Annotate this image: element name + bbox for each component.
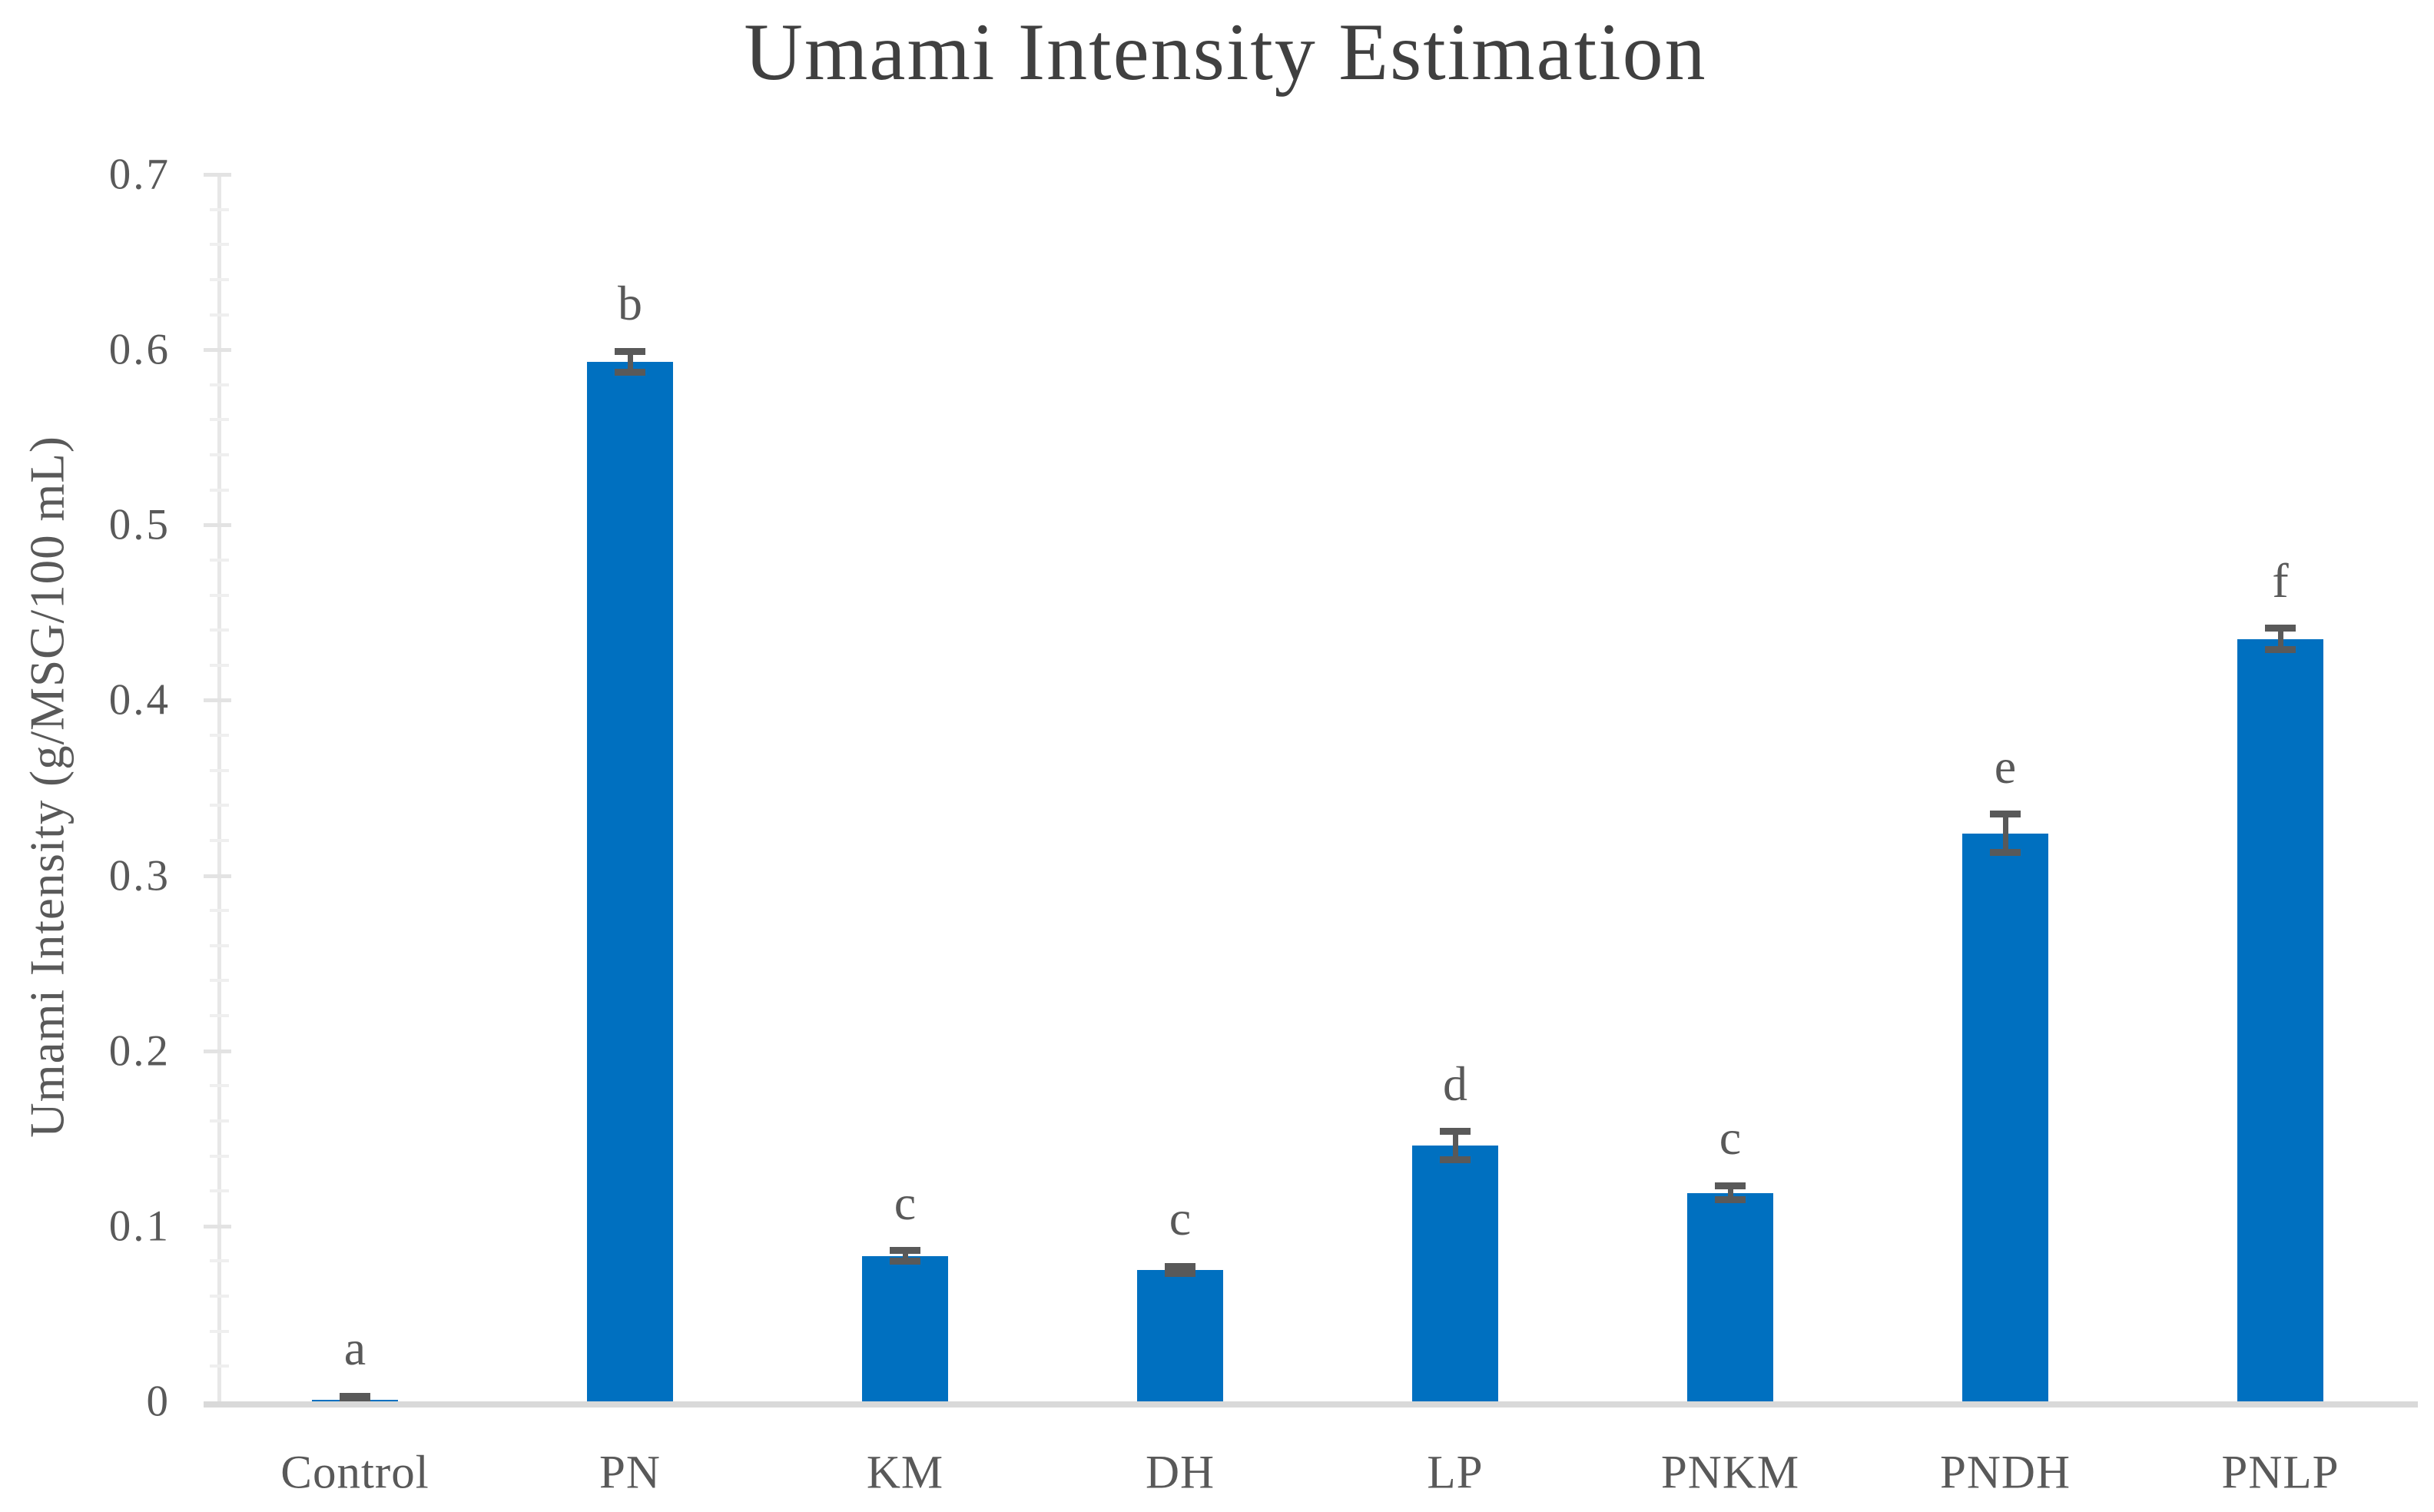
y-major-tick bbox=[204, 173, 231, 177]
y-major-tick bbox=[204, 698, 231, 703]
error-bar-PNKM bbox=[1727, 1185, 1733, 1200]
y-tick-label-0.7: 0.7 bbox=[108, 150, 171, 199]
error-bar-DH bbox=[1177, 1266, 1183, 1274]
y-minor-tick bbox=[210, 1119, 229, 1122]
error-bar-PNDH bbox=[2002, 814, 2008, 853]
y-major-tick bbox=[204, 348, 231, 353]
x-tick-label-PNLP: PNLP bbox=[2221, 1447, 2339, 1499]
y-minor-tick bbox=[210, 1189, 229, 1193]
error-bar-cap-top-PNDH bbox=[1990, 811, 2021, 818]
y-minor-tick bbox=[210, 1084, 229, 1088]
y-minor-tick bbox=[210, 383, 229, 386]
y-major-tick bbox=[204, 523, 231, 528]
y-minor-tick bbox=[210, 838, 229, 842]
x-tick-label-PNDH: PNDH bbox=[1939, 1447, 2071, 1499]
sig-letter-PNDH: e bbox=[1994, 738, 2017, 794]
y-tick-label-0: 0 bbox=[146, 1377, 171, 1426]
bar-PNLP bbox=[2237, 638, 2323, 1401]
y-major-tick bbox=[204, 1224, 231, 1228]
y-tick-label-0.4: 0.4 bbox=[108, 675, 171, 724]
bar-LP bbox=[1412, 1145, 1498, 1401]
y-minor-tick bbox=[210, 734, 229, 738]
error-bar-cap-top-PN bbox=[615, 347, 645, 355]
chart-title: Umami Intensity Estimation bbox=[744, 7, 1707, 97]
x-tick-label-Control: Control bbox=[280, 1447, 429, 1499]
x-axis-line bbox=[204, 1401, 2418, 1408]
bar-PNDH bbox=[1962, 833, 2048, 1401]
y-minor-tick bbox=[210, 313, 229, 317]
y-minor-tick bbox=[210, 1295, 229, 1298]
y-minor-tick bbox=[210, 1154, 229, 1158]
y-tick-label-0.3: 0.3 bbox=[108, 851, 171, 900]
error-bar-cap-bottom-PN bbox=[615, 369, 645, 376]
y-tick-label-0.5: 0.5 bbox=[108, 500, 171, 549]
y-minor-tick bbox=[210, 628, 229, 632]
y-major-tick bbox=[204, 1049, 231, 1053]
error-bar-LP bbox=[1452, 1131, 1458, 1160]
y-minor-tick bbox=[210, 768, 229, 772]
y-tick-label-0.6: 0.6 bbox=[108, 325, 171, 374]
x-tick-label-DH: DH bbox=[1145, 1447, 1215, 1499]
y-minor-tick bbox=[210, 558, 229, 562]
error-bar-cap-bottom-PNDH bbox=[1990, 849, 2021, 857]
error-bar-cap-bottom-LP bbox=[1440, 1156, 1471, 1163]
y-minor-tick bbox=[210, 453, 229, 457]
x-tick-label-LP: LP bbox=[1427, 1447, 1484, 1499]
y-minor-tick bbox=[210, 277, 229, 281]
x-tick-label-PNKM: PNKM bbox=[1660, 1447, 1800, 1499]
error-bar-KM bbox=[902, 1250, 908, 1262]
y-tick-label-0.2: 0.2 bbox=[108, 1026, 171, 1076]
x-tick-label-PN: PN bbox=[599, 1447, 661, 1499]
error-bar-cap-top-DH bbox=[1165, 1262, 1195, 1270]
error-bar-PN bbox=[627, 351, 633, 373]
sig-letter-LP: d bbox=[1443, 1056, 1467, 1111]
sig-letter-PNLP: f bbox=[2272, 552, 2289, 608]
bar-KM bbox=[862, 1255, 948, 1401]
sig-letter-PN: b bbox=[618, 276, 642, 331]
bar-PNKM bbox=[1687, 1192, 1773, 1401]
sig-letter-DH: c bbox=[1169, 1191, 1192, 1246]
error-bar-cap-bottom-DH bbox=[1165, 1269, 1195, 1277]
y-major-tick bbox=[204, 874, 231, 878]
y-minor-tick bbox=[210, 207, 229, 211]
error-bar-cap-bottom-KM bbox=[890, 1257, 920, 1265]
error-bar-cap-top-LP bbox=[1440, 1128, 1471, 1136]
bar-PN bbox=[587, 362, 673, 1401]
y-minor-tick bbox=[210, 243, 229, 247]
y-minor-tick bbox=[210, 663, 229, 667]
error-bar-cap-top-PNLP bbox=[2265, 625, 2296, 632]
y-axis-line bbox=[217, 173, 221, 1401]
x-tick-label-KM: KM bbox=[866, 1447, 944, 1499]
y-minor-tick bbox=[210, 909, 229, 913]
error-bar-PNLP bbox=[2277, 628, 2283, 650]
y-minor-tick bbox=[210, 804, 229, 807]
y-minor-tick bbox=[210, 593, 229, 597]
error-bar-cap-top-PNKM bbox=[1715, 1182, 1746, 1189]
y-tick-label-0.1: 0.1 bbox=[108, 1202, 171, 1251]
bar-DH bbox=[1137, 1269, 1223, 1401]
sig-letter-Control: a bbox=[343, 1321, 366, 1376]
y-minor-tick bbox=[210, 1259, 229, 1263]
y-minor-tick bbox=[210, 943, 229, 947]
error-bar-cap-bottom-Control bbox=[340, 1394, 370, 1401]
y-minor-tick bbox=[210, 488, 229, 492]
y-minor-tick bbox=[210, 418, 229, 422]
sig-letter-PNKM: c bbox=[1719, 1110, 1742, 1166]
error-bar-cap-bottom-PNKM bbox=[1715, 1196, 1746, 1204]
y-minor-tick bbox=[210, 1329, 229, 1333]
error-bar-cap-bottom-PNLP bbox=[2265, 645, 2296, 653]
error-bar-cap-top-KM bbox=[890, 1247, 920, 1255]
sig-letter-KM: c bbox=[894, 1175, 917, 1230]
y-minor-tick bbox=[210, 1364, 229, 1368]
y-minor-tick bbox=[210, 979, 229, 983]
y-minor-tick bbox=[210, 1014, 229, 1018]
